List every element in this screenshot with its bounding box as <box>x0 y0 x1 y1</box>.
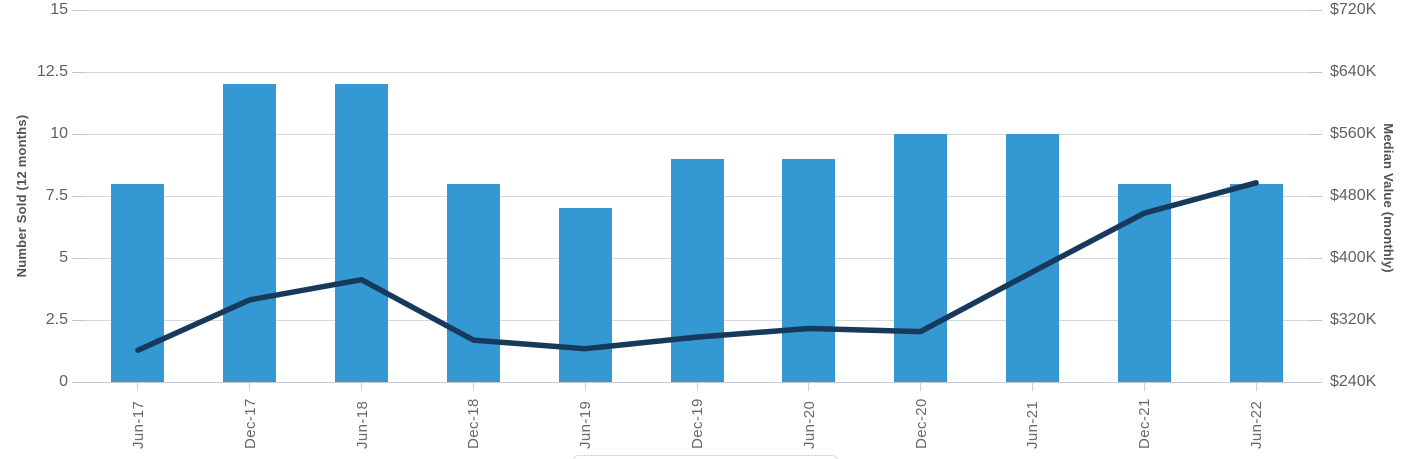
right-axis-tick <box>1308 72 1322 73</box>
x-tick-mark <box>137 383 139 391</box>
bar-Jun-20 <box>782 158 836 382</box>
x-axis-label-Jun-17: Jun-17 <box>129 400 147 449</box>
bar-Jun-19 <box>558 208 612 382</box>
bar-Jun-21 <box>1005 134 1059 382</box>
left-axis-tick <box>72 382 86 383</box>
x-axis-label-Dec-21: Dec-21 <box>1136 398 1154 449</box>
x-tick-mark <box>1255 383 1257 391</box>
x-axis-label-Jun-21: Jun-21 <box>1024 400 1042 449</box>
gridline <box>82 382 1312 383</box>
x-axis-label-Jun-20: Jun-20 <box>800 400 818 449</box>
x-tick-mark <box>361 383 363 391</box>
right-axis-tick-label: $240K <box>1330 373 1377 390</box>
bar-Jun-17 <box>111 183 165 382</box>
left-axis-tick-label: 10 <box>50 125 68 142</box>
right-axis-tick <box>1308 10 1322 11</box>
x-tick-mark <box>808 383 810 391</box>
left-axis-tick-label: 2.5 <box>45 311 68 328</box>
x-tick-mark <box>584 383 586 391</box>
x-tick-mark <box>920 383 922 391</box>
bar-Dec-21 <box>1117 183 1171 382</box>
x-axis-label-Jun-18: Jun-18 <box>353 400 371 449</box>
right-axis-tick-label: $560K <box>1330 125 1377 142</box>
right-axis-tick-label: $640K <box>1330 63 1377 80</box>
bar-Jun-18 <box>335 84 389 382</box>
left-axis-tick-label: 5 <box>59 249 68 266</box>
bar-Dec-17 <box>223 84 277 382</box>
left-axis-tick <box>72 258 86 259</box>
left-axis-tick <box>72 134 86 135</box>
right-axis-title: Median Value (monthly) <box>1381 123 1396 273</box>
x-tick-mark <box>696 383 698 391</box>
left-axis-tick-label: 7.5 <box>45 187 68 204</box>
right-axis-tick-label: $320K <box>1330 311 1377 328</box>
x-tick-mark <box>249 383 251 391</box>
bar-Jun-22 <box>1229 183 1283 382</box>
x-axis-label-Dec-19: Dec-19 <box>689 398 706 449</box>
left-axis-tick <box>72 320 86 321</box>
x-axis-label-Dec-18: Dec-18 <box>465 398 483 449</box>
gridline <box>82 10 1312 11</box>
legend-box-cutoff <box>572 455 839 459</box>
right-axis-tick <box>1308 320 1322 321</box>
left-axis-tick-label: 15 <box>50 1 68 18</box>
gridline <box>82 72 1312 73</box>
x-tick-mark <box>472 383 474 391</box>
x-axis-label-Jun-22: Jun-22 <box>1248 400 1266 449</box>
x-axis-label-Dec-20: Dec-20 <box>912 398 930 449</box>
right-axis-tick-label: $480K <box>1330 187 1377 204</box>
x-tick-mark <box>1031 383 1033 391</box>
gridline <box>82 134 1312 135</box>
right-axis-tick <box>1308 382 1322 383</box>
x-axis-label-Jun-19: Jun-19 <box>577 400 595 449</box>
x-axis-label-Dec-17: Dec-17 <box>241 398 259 449</box>
bar-Dec-18 <box>446 183 500 382</box>
right-axis-tick <box>1308 196 1322 197</box>
right-axis-tick <box>1308 134 1322 135</box>
right-axis-tick-label: $400K <box>1330 249 1377 266</box>
left-axis-tick-label: 12.5 <box>36 63 68 80</box>
x-tick-mark <box>1143 383 1145 391</box>
left-axis-tick-label: 0 <box>59 373 68 390</box>
left-axis-tick <box>72 196 86 197</box>
bar-Dec-19 <box>670 158 724 382</box>
right-axis-tick-label: $720K <box>1330 1 1377 18</box>
right-axis-tick <box>1308 258 1322 259</box>
bar-Dec-20 <box>894 134 948 382</box>
left-axis-tick <box>72 10 86 11</box>
left-axis-tick <box>72 72 86 73</box>
